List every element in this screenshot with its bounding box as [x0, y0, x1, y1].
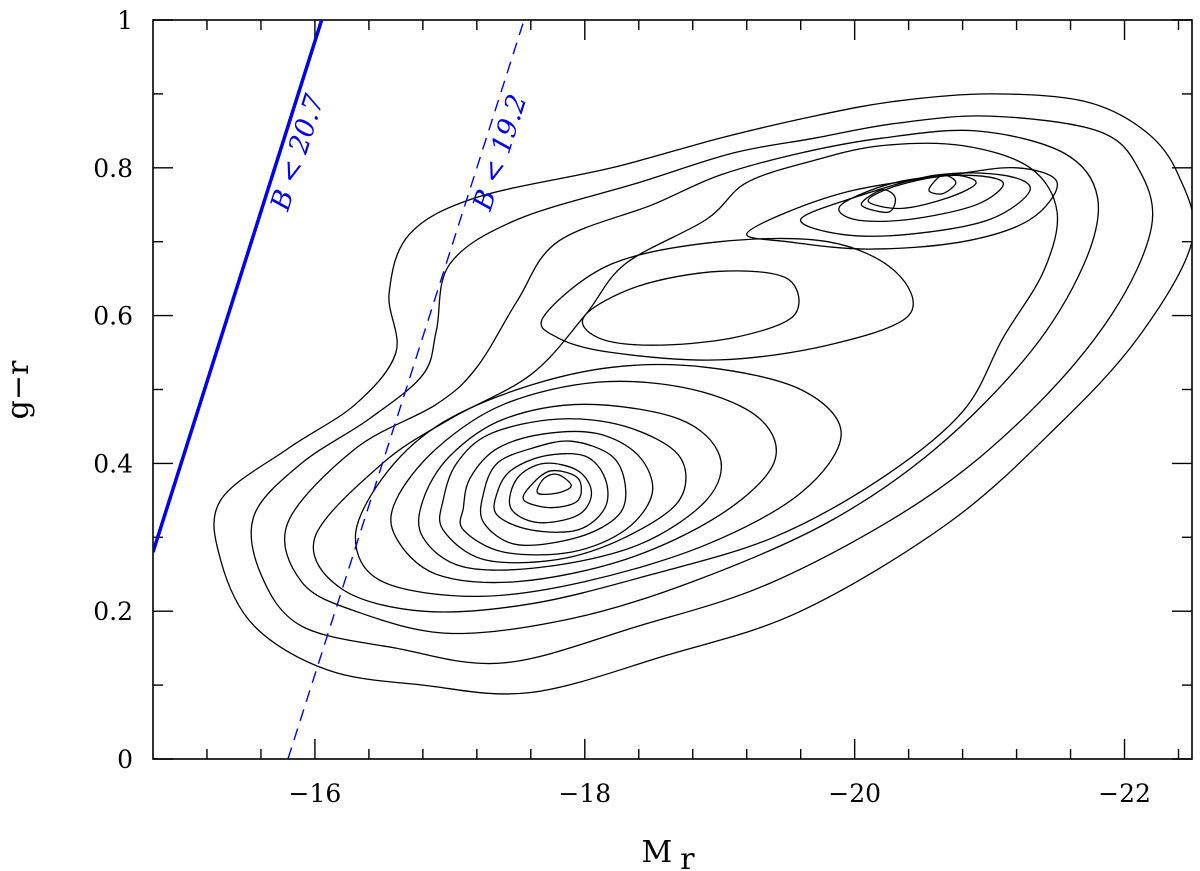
tick-labels: −16 −18 −20 −22 0 0.2 0.4 0.6 0.8 1	[93, 6, 1151, 808]
y-tick-label: 0.4	[93, 449, 133, 478]
x-tick-label: −22	[1098, 779, 1151, 808]
contour-line	[540, 237, 914, 361]
x-tick-label: −16	[289, 779, 342, 808]
contour-line	[284, 129, 1100, 635]
contour-line	[418, 403, 723, 571]
contour-lines	[213, 93, 1192, 695]
y-tick-label: 0.8	[93, 154, 133, 183]
x-axis-label-main: M	[641, 835, 672, 870]
contour-line	[250, 115, 1154, 665]
contour-line	[838, 174, 1004, 223]
axis-ticks	[153, 19, 1192, 760]
x-axis-label-sub: r	[680, 842, 695, 871]
contour-line	[390, 380, 777, 584]
limit-line-label: B < 19.2	[467, 91, 533, 215]
y-tick-label: 0.6	[93, 302, 133, 331]
contour-line	[438, 418, 687, 564]
contour-line	[508, 462, 593, 524]
contour-line	[312, 142, 1059, 613]
contour-line	[213, 93, 1192, 695]
contour-line	[860, 189, 897, 213]
contour-line	[536, 473, 572, 496]
y-tick-label: 0	[117, 745, 133, 774]
x-tick-label: −20	[828, 779, 881, 808]
limit-line	[287, 20, 525, 759]
contour-line	[800, 172, 1031, 237]
y-tick-label: 0.2	[93, 597, 133, 626]
contour-line	[354, 363, 842, 598]
x-tick-label: −18	[558, 779, 611, 808]
limit-line-label: B < 20.7	[265, 90, 331, 215]
annotations: B < 20.7 B < 19.2	[265, 90, 534, 215]
contour-line	[746, 166, 1058, 250]
contour-line	[459, 430, 654, 556]
contour-line	[867, 174, 977, 210]
contour-line	[581, 270, 800, 346]
limit-line	[153, 20, 324, 553]
contour-line	[522, 469, 583, 509]
y-tick-label: 1	[117, 6, 133, 35]
contour-line	[479, 440, 627, 546]
contour-line	[928, 174, 957, 195]
y-axis-label: g−r	[1, 360, 36, 419]
magnitude-limit-lines	[153, 20, 525, 759]
contour-line	[493, 453, 609, 533]
